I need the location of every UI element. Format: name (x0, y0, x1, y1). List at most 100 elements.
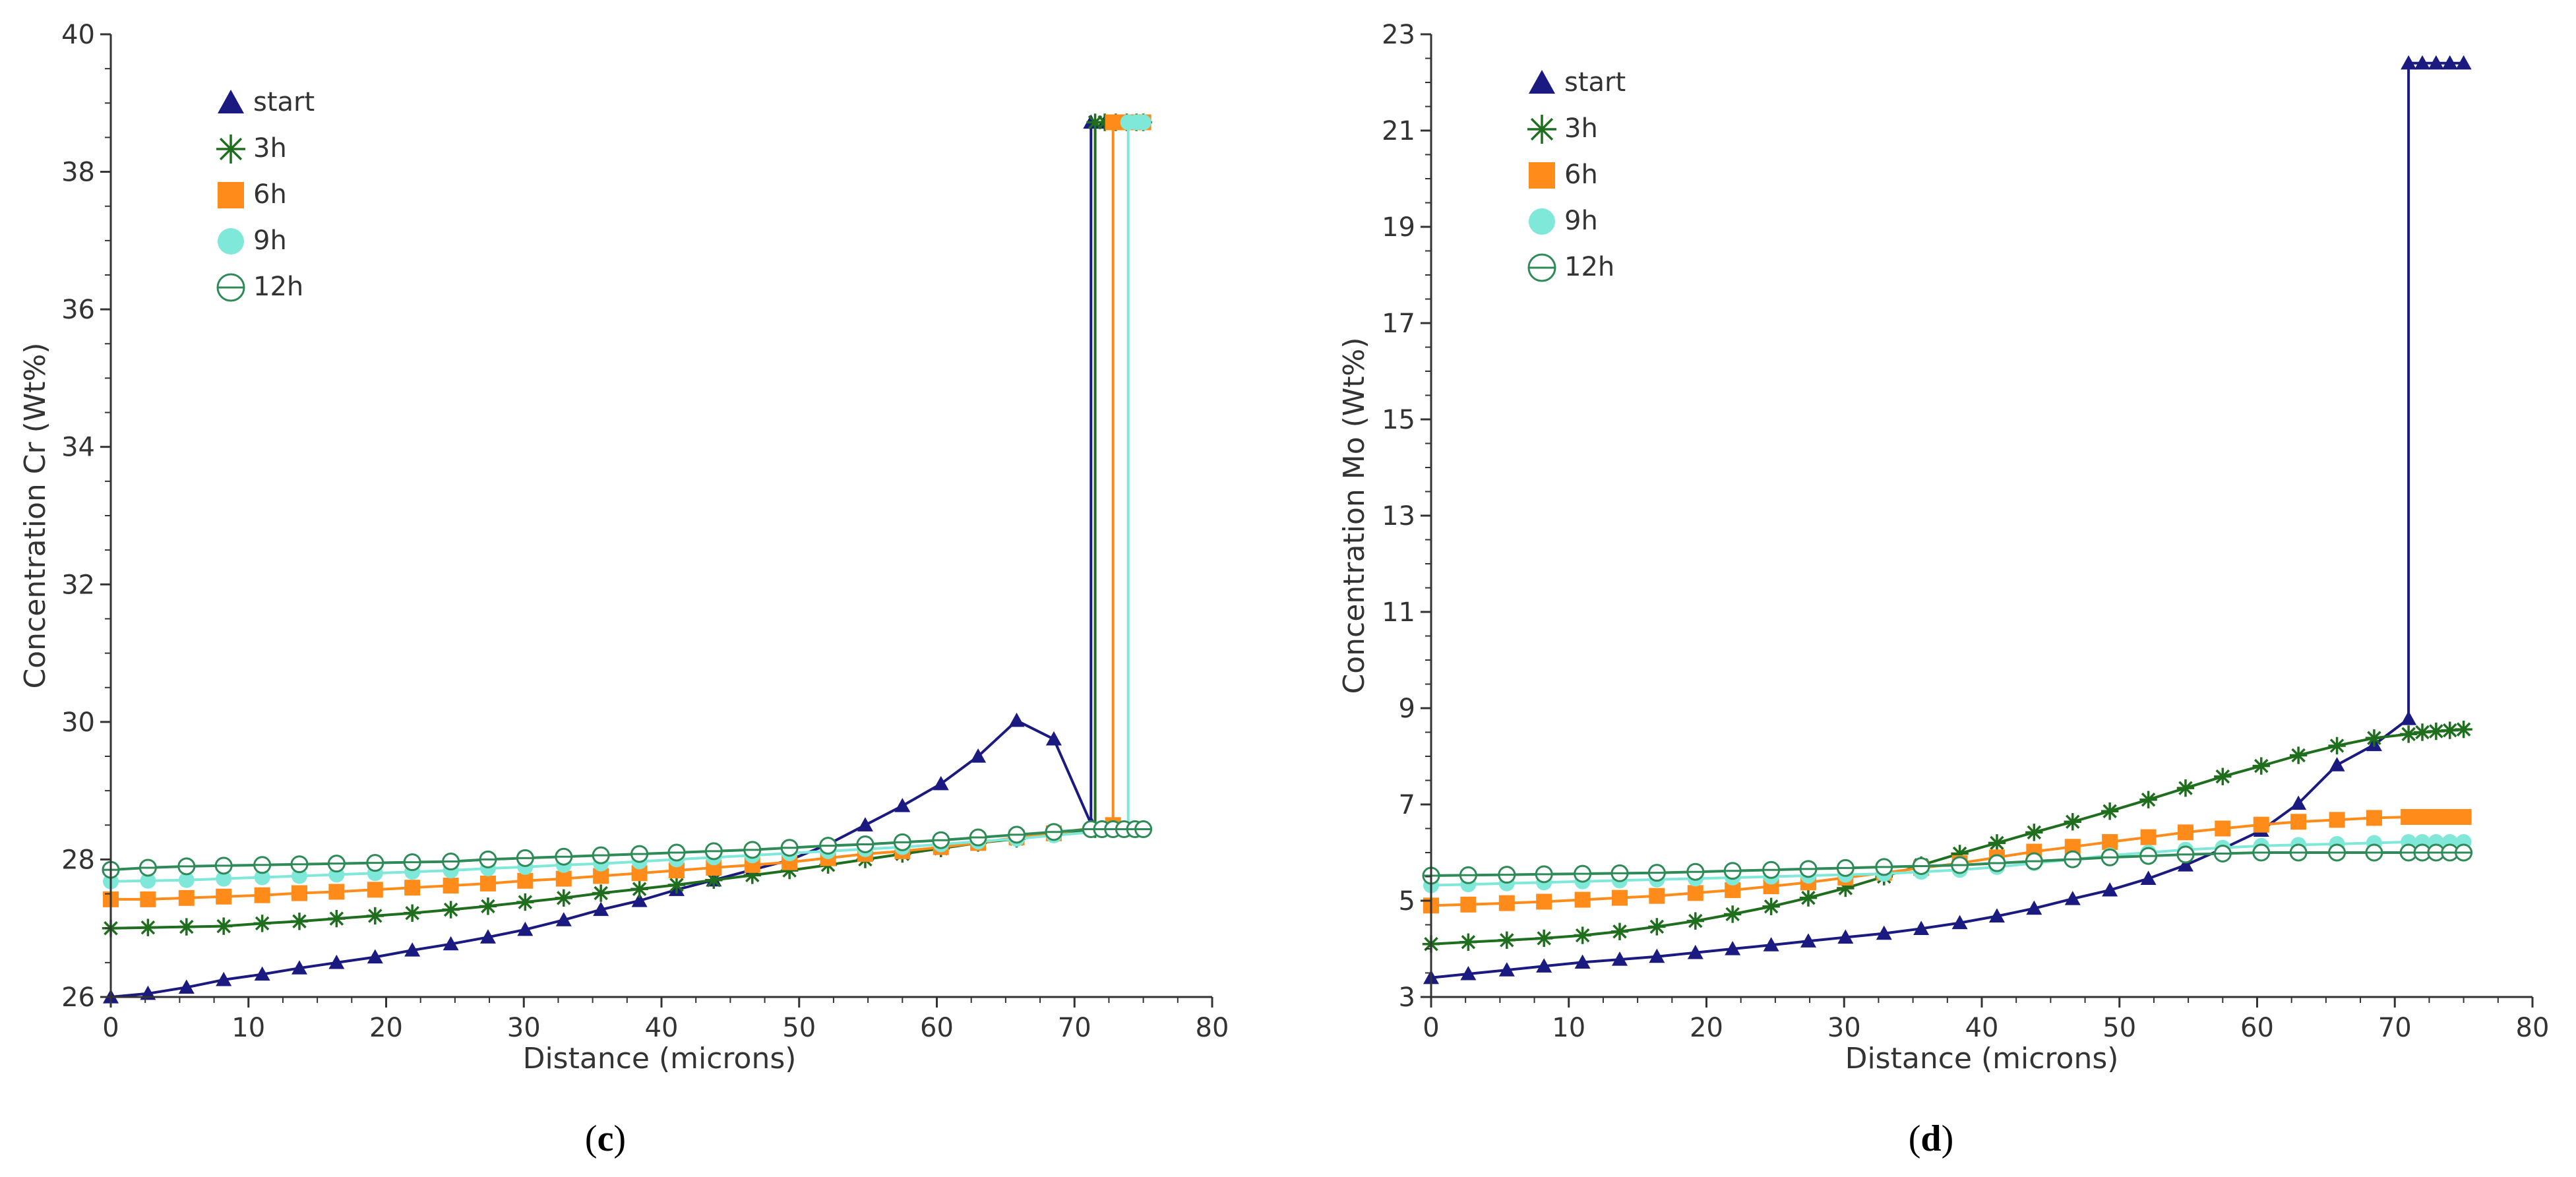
panel-d-point-3h-16-d2 (2027, 825, 2042, 840)
panel-d-legend-marker-3h-d2 (1530, 117, 1554, 141)
panel-c-point-12h-2 (177, 857, 196, 876)
panel-d-legend-item-12h: 12h (1527, 252, 1614, 282)
panel-c-point-3h-2-d2 (179, 919, 194, 934)
panel-c-point-6h-6-shape (328, 884, 345, 900)
panel-d-point-3h-3-d2 (1537, 931, 1551, 946)
panel-c-point-start-14-shape (631, 893, 648, 907)
panel-d-point-6h-20-shape (2177, 824, 2193, 841)
panel-d-point-3h-26-d2 (2401, 727, 2416, 742)
panel-d-legend-label-12h: 12h (1564, 252, 1614, 282)
panel-c-point-12h-31 (1134, 820, 1153, 839)
panel-d-point-6h-30-shape (2455, 808, 2472, 825)
panel-c-point-12h-4 (253, 856, 272, 874)
panel-d-point-start-10 (1800, 933, 1816, 948)
panel-d-point-3h-23 (2289, 746, 2308, 764)
panel-d-point-6h-22-shape (2253, 816, 2269, 833)
panel-d-legend-marker-start (1529, 70, 1555, 94)
panel-c-point-9h-1-shape (140, 872, 156, 889)
panel-d-point-3h-15 (1988, 834, 2006, 852)
panel-c-point-start-11-shape (517, 921, 534, 936)
panel-c-point-start-2-shape (178, 979, 195, 994)
panel-d-point-6h-19-shape (2140, 829, 2157, 845)
panel-c-point-12h-7 (366, 854, 384, 872)
panel-c-point-6h-7 (367, 882, 383, 898)
panel-d-point-start-13 (1913, 920, 1930, 935)
panel-d-point-3h-21-d2 (2215, 769, 2230, 784)
panel-c-point-3h-10-d2 (481, 899, 495, 914)
panel-d-point-3h-28-d2 (2429, 724, 2443, 739)
panel-c-point-6h-11-shape (517, 872, 534, 889)
panel-c-y-tick-label-0: 26 (61, 982, 95, 1013)
panel-c-x-tick-label-8: 80 (1196, 1013, 1229, 1043)
panel-c-y-tick-label-4: 34 (61, 433, 95, 463)
panel-d-point-3h-25-d2 (2367, 731, 2381, 746)
panel-c-x-tick-label-6: 60 (920, 1013, 954, 1043)
panel-c-point-start-3 (216, 971, 232, 986)
panel-d-label-open: ( (1909, 1118, 1921, 1159)
panel-c-point-start-22-shape (933, 775, 949, 791)
panel-c-point-3h-3-d2 (216, 919, 231, 934)
panel-d-point-start-30 (2441, 55, 2458, 70)
panel-d-point-3h-8-d2 (1725, 907, 1740, 922)
panel-d-point-3h-6 (1648, 918, 1666, 936)
panel-c-legend-label-start: start (253, 87, 315, 117)
panel-d-point-6h-23 (2290, 814, 2307, 830)
panel-c-point-start-9-shape (443, 936, 459, 951)
panel-d-point-start-31 (2455, 55, 2472, 70)
panel-d-label-letter: d (1920, 1118, 1941, 1159)
panel-d-point-start-16 (2026, 900, 2042, 915)
panel-c-x-tick-label-7: 70 (1058, 1013, 1091, 1043)
panel-d-point-3h-24-d2 (2329, 739, 2345, 753)
panel-c-legend-marker-start (218, 90, 244, 113)
panel-d-point-start-1 (1460, 965, 1477, 981)
panel-c-point-6h-4-shape (254, 887, 270, 903)
panel-d-point-start-29-shape (2428, 55, 2444, 70)
panel-c-point-12h-12 (555, 847, 573, 866)
panel-d-legend-label-3h: 3h (1564, 113, 1598, 144)
panel-c-point-start-25 (1045, 731, 1062, 746)
panel-c-point-3h-16-d2 (706, 872, 721, 888)
panel-d-point-3h-29 (2441, 721, 2459, 739)
panel-d-point-3h-10-d2 (1801, 890, 1816, 905)
panel-d-point-6h-7-shape (1687, 885, 1703, 901)
panel-d-point-start-19 (2140, 870, 2157, 886)
panel-c-point-6h-12-shape (555, 870, 572, 887)
panel-c-point-12h-6 (327, 855, 346, 873)
panel-d-point-12h-11 (1836, 859, 1855, 877)
panel-d-series-12h (1422, 843, 2473, 885)
panel-d-point-3h-7-d2 (1688, 913, 1703, 928)
panel-d-point-3h-4 (1574, 926, 1591, 944)
panel-d-point-3h-27-d2 (2415, 725, 2430, 740)
panel-d-label: (d) (1909, 1118, 1953, 1159)
panel-c-point-9h-3-shape (216, 870, 232, 887)
panel-d-point-3h-18-d2 (2102, 804, 2117, 818)
panel-c-point-start-8 (404, 942, 421, 957)
panel-d-point-3h-9-d2 (1763, 899, 1779, 914)
panel-d-point-12h-22 (2252, 843, 2271, 862)
panel-d-point-start-7-shape (1687, 944, 1703, 959)
panel-c-point-3h-14 (630, 880, 648, 898)
panel-c-point-start-3-shape (216, 971, 232, 986)
panel-d-point-start-26 (2401, 711, 2417, 725)
panel-d-point-3h-5-d2 (1612, 924, 1627, 939)
panel-d-x-tick-label-1: 10 (1552, 1013, 1585, 1043)
panel-c-point-start-23-shape (970, 748, 987, 763)
panel-c-point-6h-10-shape (479, 875, 496, 891)
panel-d-point-start-13-shape (1913, 920, 1930, 935)
panel-c-point-3h-15-d2 (669, 878, 684, 892)
panel-d-point-6h-1 (1460, 896, 1477, 913)
panel-c-point-3h-1 (139, 919, 157, 936)
panel-d-x-tick-label-2: 20 (1690, 1013, 1723, 1043)
panel-c-point-9h-29-shape (1135, 114, 1151, 131)
panel-c-point-12h-24 (1008, 826, 1026, 844)
chart-panel-c: 0 10 20 30 40 50 60 70 80 26 28 30 32 34 36 38 40 start 3… (18, 20, 1229, 1159)
panel-d-point-6h-27-shape (2414, 808, 2430, 825)
panel-d-point-12h-1 (1459, 866, 1477, 884)
panel-d-point-6h-29-shape (2441, 808, 2458, 825)
panel-d-point-12h-25 (2365, 843, 2383, 862)
panel-c-point-3h-10 (479, 897, 497, 915)
panel-c-point-start-5-shape (291, 960, 307, 975)
panel-d-data-layer (1422, 55, 2473, 984)
panel-c-x-tick-label-0: 0 (102, 1013, 119, 1043)
panel-d-x-tick-label-6: 60 (2240, 1013, 2274, 1043)
